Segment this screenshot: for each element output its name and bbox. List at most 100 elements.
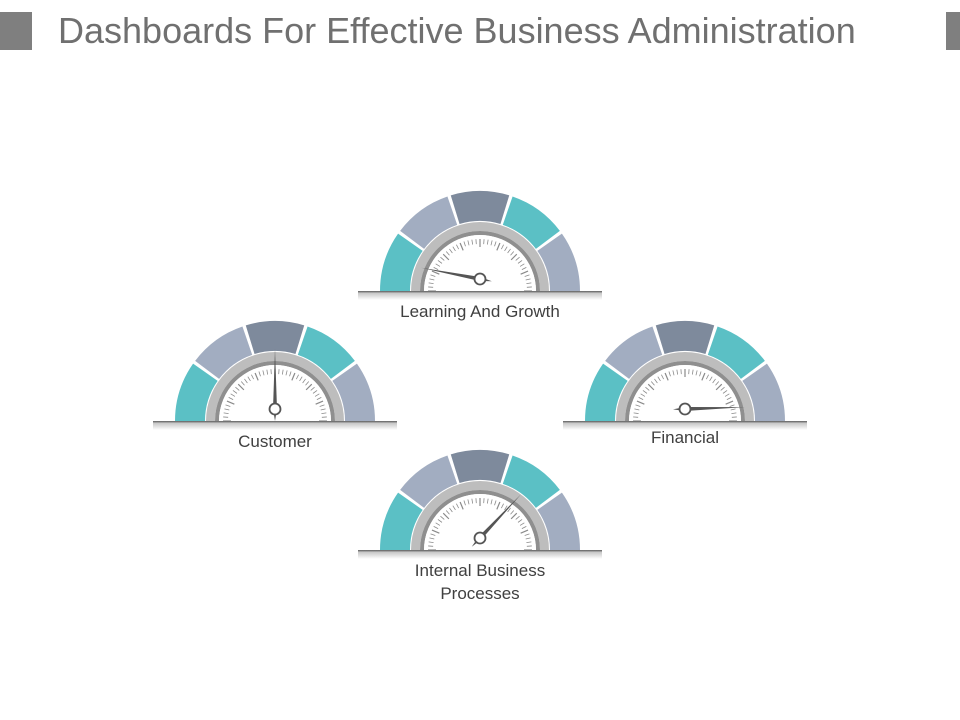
gauge-tick xyxy=(705,374,709,380)
gauge-tick xyxy=(715,381,720,386)
gauge-segment xyxy=(605,326,663,379)
gauge-bezel xyxy=(411,222,549,291)
gauge-segment xyxy=(380,492,423,550)
gauge-segment xyxy=(195,326,253,379)
gauge-base xyxy=(358,291,602,300)
gauge-tick xyxy=(459,242,464,251)
gauge-bezel xyxy=(411,481,549,550)
gauge-tick xyxy=(634,408,640,411)
gauge-tick xyxy=(504,246,508,252)
gauge-tick xyxy=(459,501,464,510)
title-accent-right xyxy=(946,12,960,50)
gauge-tick xyxy=(515,515,520,520)
gauge-tick xyxy=(650,381,655,386)
gauge-tick xyxy=(494,500,497,506)
gauge-tick xyxy=(633,412,639,415)
gauge-internal-business-processes: Internal Business Processes xyxy=(355,447,605,607)
gauge-tick xyxy=(640,393,646,397)
gauge-tick xyxy=(281,369,284,375)
gauge-tick xyxy=(526,282,532,285)
gauge-tick xyxy=(467,240,470,246)
gauge-tick xyxy=(715,383,723,391)
gauge-tick xyxy=(291,372,296,381)
gauge-tick xyxy=(254,372,259,381)
gauge-dial xyxy=(563,321,807,430)
gauge-tick xyxy=(433,526,439,530)
gauge-face xyxy=(629,365,741,421)
gauge-tick xyxy=(437,519,443,523)
gauge-tick xyxy=(471,498,474,504)
gauge-tick xyxy=(430,533,436,536)
gauge-segment xyxy=(332,363,375,421)
gauge-label: Learning And Growth xyxy=(400,302,560,321)
gauge-tick xyxy=(507,507,511,513)
gauge-base xyxy=(358,550,602,559)
gauge-tick xyxy=(428,282,434,285)
gauge-tick xyxy=(312,390,318,394)
gauge-tick xyxy=(463,241,466,247)
gauge-tick xyxy=(449,248,453,254)
gauge-needle-hub xyxy=(678,402,692,416)
gauge-tick xyxy=(428,541,434,544)
gauge-tick xyxy=(730,408,736,411)
gauge-tick xyxy=(315,400,324,405)
gauge-base xyxy=(563,421,807,430)
gauge-label: Financial xyxy=(650,428,720,447)
gauge-tick xyxy=(305,381,310,386)
gauge-bezel xyxy=(206,352,344,421)
gauge-tick xyxy=(258,371,261,377)
gauge-segment xyxy=(175,363,218,421)
gauge-tick xyxy=(314,393,320,397)
gauge-bezel xyxy=(616,352,754,421)
gauge-dial xyxy=(358,191,602,300)
gauge-tick xyxy=(262,370,265,376)
gauge-dial xyxy=(358,450,602,559)
gauge-tick xyxy=(521,267,527,271)
gauge-tick xyxy=(676,369,679,375)
gauge-tick xyxy=(437,260,443,264)
gauge-tick xyxy=(525,278,531,281)
gauge-tick xyxy=(668,371,671,377)
gauge-tick xyxy=(519,522,525,526)
gauge-tick xyxy=(431,270,440,275)
gauge-tick xyxy=(657,376,661,382)
gauge-financial: Financial xyxy=(560,318,810,478)
gauge-segment xyxy=(537,492,580,550)
gauge-tick xyxy=(510,510,515,515)
gauge-tick xyxy=(490,240,493,246)
gauge-tick xyxy=(635,404,641,407)
gauge-tick xyxy=(645,386,650,391)
gauge-tick xyxy=(490,499,493,505)
gauge-tick xyxy=(295,374,299,380)
gauge-tick xyxy=(433,267,439,271)
gauge-tick xyxy=(456,503,460,509)
gauge-tick xyxy=(636,400,645,405)
gauge-tick xyxy=(661,374,665,380)
gauge-customer: Customer xyxy=(150,318,400,478)
gauge-tick xyxy=(316,397,322,401)
gauge-tick xyxy=(642,390,648,394)
gauge-segment xyxy=(400,455,458,508)
gauge-tick xyxy=(496,242,501,251)
gauge-tick xyxy=(500,244,504,250)
gauge-tick xyxy=(467,499,470,505)
gauge-tick xyxy=(244,378,248,384)
gauge-tick xyxy=(724,393,730,397)
gauge-tick xyxy=(664,372,669,381)
gauge-tick xyxy=(695,370,698,376)
gauge-segment xyxy=(450,450,510,484)
gauge-tick xyxy=(517,519,523,523)
gauge-needle-hub xyxy=(473,531,487,545)
gauge-tick xyxy=(429,537,435,540)
gauge-tick xyxy=(524,533,530,536)
gauge-segment xyxy=(742,363,785,421)
gauge-tick xyxy=(729,404,735,407)
gauge-tick xyxy=(440,256,445,261)
gauge-tick xyxy=(321,412,327,415)
gauge-tick xyxy=(232,390,238,394)
gauge-tick xyxy=(429,278,435,281)
gauge-tick xyxy=(235,386,240,391)
gauge-tick xyxy=(638,397,644,401)
gauge-tick xyxy=(709,376,713,382)
gauge-tick xyxy=(494,241,497,247)
